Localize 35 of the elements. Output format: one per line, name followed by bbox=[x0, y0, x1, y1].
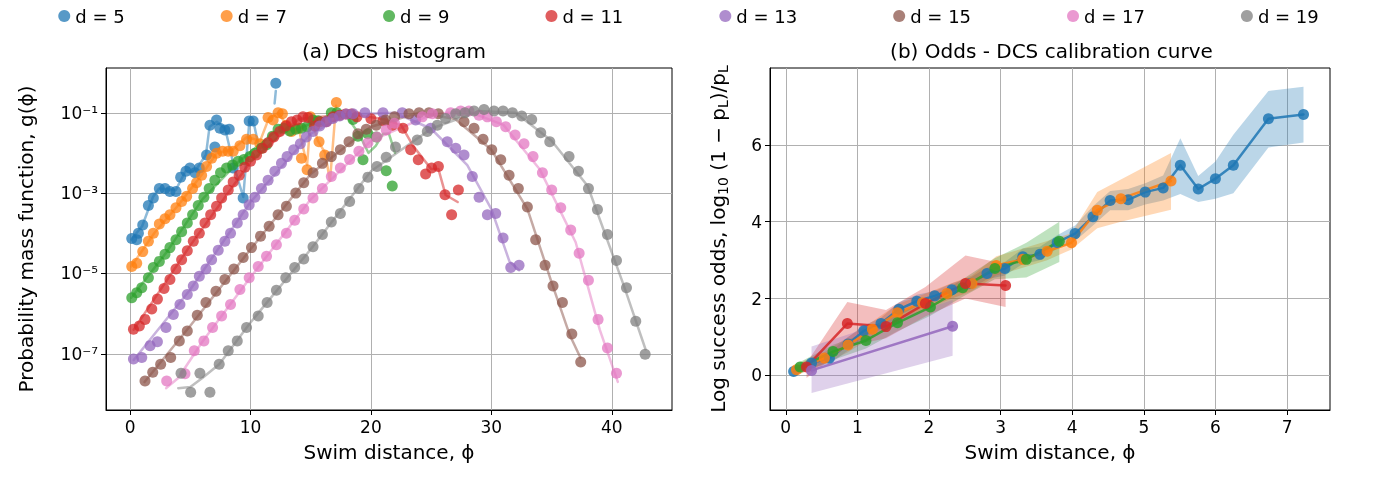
x-tick-label: 30 bbox=[480, 416, 503, 437]
y-tick-label: 4 bbox=[751, 211, 762, 232]
y-axis-title: Log success odds, log10 (1 − pL)/pL bbox=[706, 64, 731, 413]
y-tick-label: 6 bbox=[751, 134, 762, 155]
x-tick-label: 2 bbox=[923, 416, 935, 437]
x-tick-label: 4 bbox=[1066, 416, 1078, 437]
x-tick-label: 3 bbox=[995, 416, 1006, 437]
chart-title: (b) Odds - DCS calibration curve bbox=[890, 39, 1213, 63]
y-tick-label: 10⁻⁷ bbox=[60, 343, 99, 364]
legend-label: d = 15 bbox=[910, 5, 972, 27]
x-tick-label: 40 bbox=[600, 416, 623, 437]
x-tick-label: 0 bbox=[780, 416, 792, 437]
y-tick-label: 10⁻¹ bbox=[60, 102, 98, 123]
x-tick-label: 7 bbox=[1281, 416, 1293, 437]
legend-label: d = 13 bbox=[736, 5, 798, 27]
x-axis-title: Swim distance, ϕ bbox=[964, 440, 1136, 464]
legend-label: d = 9 bbox=[400, 5, 450, 27]
x-tick-label: 5 bbox=[1138, 416, 1150, 437]
y-tick-label: 10⁻³ bbox=[60, 183, 98, 204]
x-tick-label: 1 bbox=[851, 416, 863, 437]
legend-label: d = 19 bbox=[1257, 5, 1319, 27]
y-tick-label: 0 bbox=[751, 365, 762, 386]
x-axis-title: Swim distance, ϕ bbox=[303, 440, 475, 464]
x-tick-label: 6 bbox=[1210, 416, 1221, 437]
x-tick-label: 10 bbox=[239, 416, 262, 437]
x-tick-label: 0 bbox=[124, 416, 136, 437]
legend-label: d = 5 bbox=[75, 5, 125, 27]
legend-label: d = 11 bbox=[562, 5, 624, 27]
legend-label: d = 7 bbox=[237, 5, 288, 27]
chart-title: (a) DCS histogram bbox=[301, 39, 487, 63]
y-tick-label: 2 bbox=[751, 288, 762, 309]
y-axis-title: Probability mass function, g(ϕ) bbox=[14, 85, 38, 393]
y-tick-label: 10⁻⁵ bbox=[60, 263, 98, 284]
x-tick-label: 20 bbox=[360, 416, 382, 437]
legend-label: d = 17 bbox=[1084, 5, 1145, 27]
